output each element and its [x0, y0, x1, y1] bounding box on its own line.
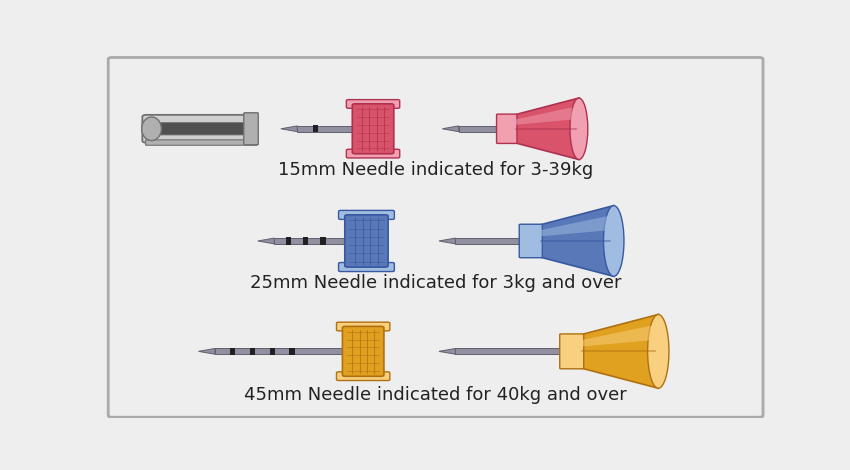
- FancyBboxPatch shape: [560, 334, 584, 369]
- Ellipse shape: [604, 205, 624, 276]
- FancyBboxPatch shape: [338, 263, 394, 272]
- FancyBboxPatch shape: [148, 123, 245, 135]
- Polygon shape: [510, 98, 579, 159]
- FancyBboxPatch shape: [313, 125, 319, 133]
- FancyBboxPatch shape: [338, 211, 394, 219]
- FancyBboxPatch shape: [244, 113, 258, 145]
- Polygon shape: [199, 348, 215, 354]
- Ellipse shape: [570, 98, 588, 159]
- FancyBboxPatch shape: [269, 348, 275, 355]
- FancyBboxPatch shape: [459, 126, 514, 132]
- FancyBboxPatch shape: [289, 348, 295, 355]
- FancyBboxPatch shape: [337, 322, 390, 331]
- FancyBboxPatch shape: [215, 348, 363, 354]
- FancyBboxPatch shape: [286, 237, 292, 244]
- Polygon shape: [442, 126, 459, 132]
- Polygon shape: [513, 107, 572, 125]
- Polygon shape: [575, 314, 658, 388]
- FancyBboxPatch shape: [345, 215, 388, 267]
- FancyBboxPatch shape: [346, 149, 400, 158]
- Text: 15mm Needle indicated for 3-39kg: 15mm Needle indicated for 3-39kg: [278, 161, 593, 180]
- FancyBboxPatch shape: [142, 115, 252, 143]
- FancyBboxPatch shape: [298, 126, 373, 132]
- FancyBboxPatch shape: [337, 372, 390, 381]
- Polygon shape: [280, 126, 297, 132]
- Polygon shape: [534, 205, 614, 276]
- Polygon shape: [579, 326, 652, 347]
- FancyBboxPatch shape: [456, 238, 540, 244]
- Ellipse shape: [648, 314, 669, 388]
- Polygon shape: [439, 348, 456, 354]
- Text: 45mm Needle indicated for 40kg and over: 45mm Needle indicated for 40kg and over: [244, 386, 627, 404]
- FancyBboxPatch shape: [275, 238, 366, 244]
- Polygon shape: [258, 238, 275, 244]
- FancyBboxPatch shape: [230, 348, 235, 355]
- FancyBboxPatch shape: [320, 237, 326, 244]
- FancyBboxPatch shape: [343, 326, 384, 376]
- FancyBboxPatch shape: [456, 348, 582, 354]
- Polygon shape: [439, 238, 456, 244]
- FancyBboxPatch shape: [519, 224, 542, 258]
- FancyBboxPatch shape: [145, 140, 257, 145]
- Ellipse shape: [142, 117, 162, 141]
- FancyBboxPatch shape: [346, 100, 400, 108]
- FancyBboxPatch shape: [352, 104, 394, 154]
- Polygon shape: [537, 216, 607, 236]
- Text: 25mm Needle indicated for 3kg and over: 25mm Needle indicated for 3kg and over: [250, 274, 621, 291]
- FancyBboxPatch shape: [496, 114, 517, 143]
- FancyBboxPatch shape: [303, 237, 309, 244]
- FancyBboxPatch shape: [250, 348, 255, 355]
